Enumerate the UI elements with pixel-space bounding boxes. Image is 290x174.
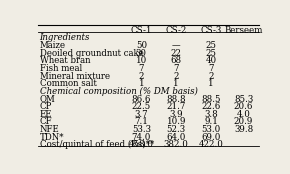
Text: 69.0: 69.0 bbox=[201, 133, 221, 142]
Text: CS-1: CS-1 bbox=[130, 26, 152, 35]
Text: 382.0: 382.0 bbox=[164, 140, 189, 149]
Text: 39.8: 39.8 bbox=[234, 125, 253, 134]
Text: Mineral mixture: Mineral mixture bbox=[40, 72, 110, 81]
Text: 10: 10 bbox=[136, 56, 147, 65]
Text: 7.1: 7.1 bbox=[134, 117, 148, 126]
Text: Deoiled groundnut cake: Deoiled groundnut cake bbox=[40, 49, 144, 58]
Text: 22: 22 bbox=[171, 49, 182, 58]
Text: 68: 68 bbox=[171, 56, 182, 65]
Text: CS-2: CS-2 bbox=[166, 26, 187, 35]
Text: 50: 50 bbox=[136, 41, 147, 50]
Text: 2: 2 bbox=[208, 72, 214, 81]
Text: 25: 25 bbox=[206, 49, 217, 58]
Text: 88.8: 88.8 bbox=[166, 94, 186, 104]
Text: 20.6: 20.6 bbox=[234, 102, 253, 111]
Text: Common salt: Common salt bbox=[40, 79, 97, 88]
Text: 458.0: 458.0 bbox=[129, 140, 154, 149]
Text: Maize: Maize bbox=[40, 41, 66, 50]
Text: 3.8: 3.8 bbox=[204, 110, 218, 119]
Text: 1: 1 bbox=[139, 79, 144, 88]
Text: 85.3: 85.3 bbox=[234, 94, 253, 104]
Text: 22.6: 22.6 bbox=[201, 102, 221, 111]
Text: —: — bbox=[172, 41, 180, 50]
Text: 86.6: 86.6 bbox=[132, 94, 151, 104]
Text: 7: 7 bbox=[208, 64, 214, 73]
Text: 2: 2 bbox=[173, 72, 179, 81]
Text: 1: 1 bbox=[208, 79, 214, 88]
Text: 74.0: 74.0 bbox=[132, 133, 151, 142]
Text: CS-3: CS-3 bbox=[200, 26, 222, 35]
Text: 422.0: 422.0 bbox=[199, 140, 223, 149]
Text: 1: 1 bbox=[173, 79, 179, 88]
Text: 53.0: 53.0 bbox=[201, 125, 221, 134]
Text: 52.3: 52.3 bbox=[166, 125, 186, 134]
Text: EE: EE bbox=[40, 110, 52, 119]
Text: TDN*: TDN* bbox=[40, 133, 64, 142]
Text: Chemical composition (% DM basis): Chemical composition (% DM basis) bbox=[40, 87, 197, 96]
Text: 4.0: 4.0 bbox=[237, 110, 251, 119]
Text: 9.1: 9.1 bbox=[204, 117, 218, 126]
Text: Cost/quintal of feed (Rs)**: Cost/quintal of feed (Rs)** bbox=[40, 140, 154, 149]
Text: CF: CF bbox=[40, 117, 52, 126]
Text: 22.5: 22.5 bbox=[132, 102, 151, 111]
Text: 10.9: 10.9 bbox=[166, 117, 186, 126]
Text: Wheat bran: Wheat bran bbox=[40, 56, 90, 65]
Text: NFE: NFE bbox=[40, 125, 59, 134]
Text: 3.7: 3.7 bbox=[135, 110, 148, 119]
Text: 3.9: 3.9 bbox=[169, 110, 183, 119]
Text: 21.7: 21.7 bbox=[166, 102, 186, 111]
Text: 25: 25 bbox=[206, 41, 217, 50]
Text: 64.0: 64.0 bbox=[166, 133, 186, 142]
Text: 30: 30 bbox=[136, 49, 147, 58]
Text: 40: 40 bbox=[205, 56, 217, 65]
Text: OM: OM bbox=[40, 94, 55, 104]
Text: 7: 7 bbox=[139, 64, 144, 73]
Text: Fish meal: Fish meal bbox=[40, 64, 82, 73]
Text: CP: CP bbox=[40, 102, 52, 111]
Text: 7: 7 bbox=[173, 64, 179, 73]
Text: Berseem: Berseem bbox=[224, 26, 263, 35]
Text: 88.5: 88.5 bbox=[201, 94, 221, 104]
Text: 53.3: 53.3 bbox=[132, 125, 151, 134]
Text: 20.9: 20.9 bbox=[234, 117, 253, 126]
Text: 2: 2 bbox=[139, 72, 144, 81]
Text: Ingredients: Ingredients bbox=[40, 33, 90, 42]
